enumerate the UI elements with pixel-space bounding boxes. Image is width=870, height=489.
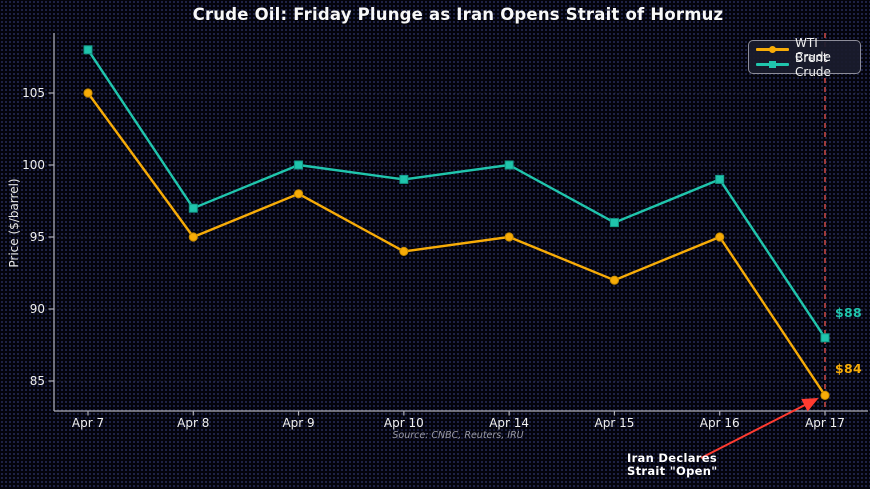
wti-point — [715, 232, 725, 242]
wti-line — [86, 91, 827, 397]
x-tick-label: Apr 9 — [282, 416, 314, 430]
x-tick-label: Apr 7 — [72, 416, 104, 430]
x-tick-label: Apr 15 — [595, 416, 635, 430]
brent-point — [820, 333, 830, 343]
x-tick-label: Apr 14 — [489, 416, 529, 430]
y-tick-label: 90 — [30, 302, 45, 316]
event-annotation-line1: Iran Declares — [627, 451, 717, 465]
legend-label-brent: Brent Crude — [795, 50, 831, 79]
wti-point — [83, 88, 93, 98]
y-tick-label: 85 — [30, 374, 45, 388]
x-tick-label: Apr 8 — [177, 416, 209, 430]
brent-point — [504, 160, 514, 170]
event-annotation: Iran Declares Strait "Open" — [627, 452, 718, 478]
brent-end-price-label: $88 — [835, 305, 862, 320]
y-tick-label: 100 — [22, 158, 45, 172]
brent-square-marker-icon — [769, 61, 776, 68]
source-caption: Source: CNBC, Reuters, IRU — [392, 430, 524, 441]
legend-label-wti: WTI Crude — [795, 35, 831, 64]
wti-circle-marker-icon — [769, 46, 776, 53]
wti-point — [188, 232, 198, 242]
wti-point — [293, 189, 304, 199]
brent-point — [83, 45, 93, 55]
x-tick-label: Apr 10 — [384, 416, 424, 430]
wti-point — [399, 246, 409, 256]
legend: WTI Crude Brent Crude — [748, 36, 861, 79]
brent-point — [294, 160, 304, 170]
y-tick-label: 95 — [30, 230, 45, 244]
legend-item-wti: WTI Crude — [756, 36, 856, 64]
x-tick-label: Apr 17 — [805, 416, 845, 430]
brent-line-sample-icon — [756, 60, 789, 69]
legend-item-brent: Brent Crude — [756, 51, 856, 79]
chart-title: Crude Oil: Friday Plunge as Iran Opens S… — [192, 5, 724, 24]
wti-point — [609, 275, 620, 285]
y-tick-label: 105 — [22, 86, 45, 100]
x-tick-label: Apr 16 — [700, 416, 740, 430]
brent-line — [86, 48, 827, 339]
wti-point — [504, 232, 514, 242]
brent-point — [715, 174, 725, 184]
event-arrow — [700, 398, 819, 459]
brent-point — [188, 203, 198, 213]
brent-point — [399, 174, 409, 184]
brent-point — [609, 218, 619, 228]
wti-line-sample-icon — [756, 45, 789, 54]
wti-end-price-label: $84 — [835, 361, 862, 376]
wti-point — [820, 390, 830, 400]
event-annotation-line2: Strait "Open" — [627, 464, 718, 478]
